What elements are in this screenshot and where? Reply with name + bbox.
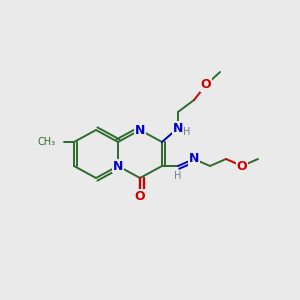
- Text: O: O: [135, 190, 145, 202]
- Text: N: N: [189, 152, 199, 166]
- Text: O: O: [237, 160, 247, 172]
- Text: H: H: [174, 171, 182, 181]
- Text: N: N: [113, 160, 123, 172]
- Text: N: N: [173, 122, 183, 134]
- Text: CH₃: CH₃: [38, 137, 56, 147]
- Text: N: N: [135, 124, 145, 136]
- Text: O: O: [201, 79, 211, 92]
- Text: H: H: [183, 127, 191, 137]
